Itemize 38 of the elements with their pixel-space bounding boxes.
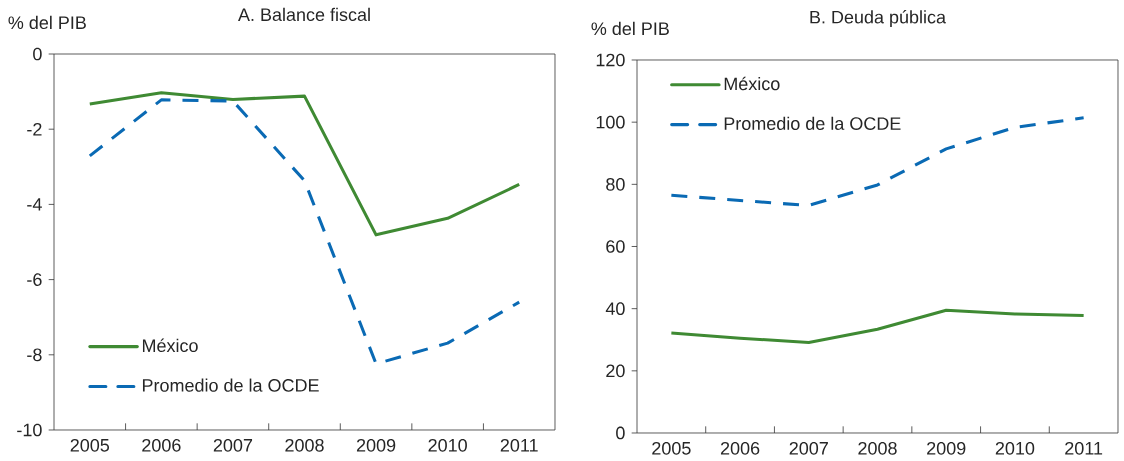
x-tick-label: 2008 — [858, 442, 897, 455]
legend-label: Promedio de la OCDE — [142, 378, 319, 392]
line-series — [88, 91, 521, 237]
chart-title: A. Balance fiscal — [238, 8, 370, 22]
x-tick-label: 2007 — [213, 439, 253, 452]
y-tick-label: 0 — [33, 47, 42, 61]
x-tick-label: 2008 — [285, 439, 324, 452]
x-tick-label: 2006 — [142, 439, 181, 452]
x-tick-label: 2010 — [428, 439, 467, 452]
y-tick-label: -4 — [27, 198, 42, 211]
y-tick-label: 100 — [596, 115, 625, 129]
x-tick-label: 2011 — [1065, 442, 1103, 455]
x-tick-label: 2009 — [927, 442, 966, 455]
x-tick-label: 2011 — [500, 439, 538, 452]
chart-title: B. Deuda pública — [810, 10, 947, 28]
y-axis-title: % del PIB — [8, 16, 86, 30]
line-series — [669, 308, 1086, 345]
x-tick-label: 2007 — [789, 442, 828, 455]
y-tick-label: 80 — [606, 178, 625, 191]
y-tick-label: 20 — [606, 364, 625, 378]
y-axis-title: % del PIB — [591, 22, 669, 36]
y-tick-label: 0 — [616, 426, 625, 440]
x-tick-label: 2005 — [652, 442, 691, 455]
y-tick-label: 120 — [596, 53, 625, 67]
y-tick-label: -10 — [17, 423, 42, 437]
y-tick-label: -8 — [27, 348, 42, 362]
legend-label: México — [724, 76, 780, 91]
y-tick-label: 60 — [606, 240, 625, 254]
y-tick-label: -6 — [27, 273, 42, 287]
legend-label: Promedio de la OCDE — [724, 116, 901, 131]
line-series — [669, 116, 1086, 208]
y-tick-label: -2 — [27, 123, 42, 136]
y-tick-label: 40 — [605, 302, 625, 316]
x-tick-label: 2009 — [356, 439, 396, 452]
x-tick-label: 2005 — [70, 439, 110, 452]
x-tick-label: 2006 — [720, 442, 760, 455]
legend-label: México — [142, 338, 198, 353]
x-tick-label: 2010 — [995, 442, 1035, 455]
